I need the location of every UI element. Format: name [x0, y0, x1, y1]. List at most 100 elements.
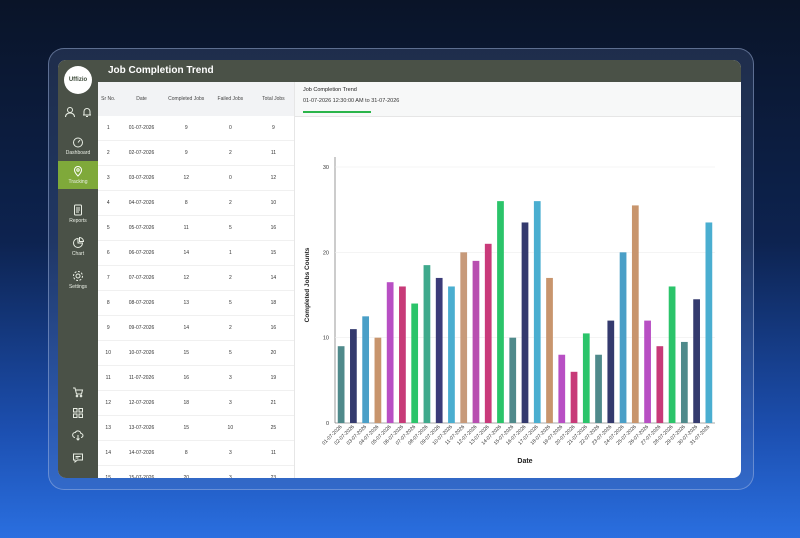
chart-bar [680, 341, 688, 423]
sidebar-item-chart[interactable]: Chart [58, 237, 98, 257]
cell-sr-no: 8 [98, 290, 119, 316]
chart-bar [435, 277, 443, 423]
x-axis-label: Date [517, 458, 532, 465]
cell-date: 02-07-2026 [118, 140, 165, 166]
cell-completed-jobs: 9 [164, 140, 208, 166]
table-row[interactable]: 3 03-07-2026 12 0 12 [98, 165, 294, 191]
cell-sr-no: 10 [98, 340, 119, 366]
logo-text: Uffizio [68, 77, 88, 83]
cell-failed-jobs: 0 [207, 116, 253, 141]
column-header-failed-jobs[interactable]: Failed Jobs [207, 82, 253, 116]
cell-failed-jobs: 5 [207, 290, 253, 316]
table-row[interactable]: 11 11-07-2026 16 3 19 [98, 365, 294, 391]
cell-completed-jobs: 14 [164, 315, 208, 341]
logo[interactable]: Uffizio [64, 66, 92, 94]
cell-date: 10-07-2026 [118, 340, 165, 366]
table-row[interactable]: 14 14-07-2026 8 3 11 [98, 440, 294, 466]
cell-date: 03-07-2026 [118, 165, 165, 191]
cell-date: 08-07-2026 [118, 290, 165, 316]
sidebar-item-tracking[interactable]: Tracking [58, 161, 98, 189]
table-row[interactable]: 10 10-07-2026 15 5 20 [98, 340, 294, 366]
cart-icon[interactable] [72, 386, 84, 398]
chart-bar [619, 252, 627, 423]
table-row[interactable]: 9 09-07-2026 14 2 16 [98, 315, 294, 341]
table-header-row: Sr No. Date Completed Jobs Failed Jobs T… [98, 82, 294, 116]
bell-icon[interactable] [81, 106, 93, 118]
column-header-total-jobs[interactable]: Total Jobs [252, 82, 294, 116]
cell-completed-jobs: 12 [164, 265, 208, 291]
chart-bar [631, 205, 639, 423]
chart-bar [472, 260, 480, 423]
chat-icon[interactable] [72, 452, 84, 464]
table-row[interactable]: 15 15-07-2026 20 3 23 [98, 465, 294, 478]
cell-completed-jobs: 15 [164, 415, 208, 441]
gauge-icon [73, 137, 83, 148]
cloud-download-icon[interactable] [72, 429, 84, 441]
chart-bar [668, 286, 676, 423]
gear-icon [73, 271, 83, 281]
user-icon[interactable] [64, 106, 76, 118]
table-row[interactable]: 4 04-07-2026 8 2 10 [98, 190, 294, 216]
cell-total-jobs: 9 [252, 116, 294, 141]
cell-sr-no: 1 [98, 116, 119, 141]
table-row[interactable]: 6 06-07-2026 14 1 15 [98, 240, 294, 266]
cell-completed-jobs: 11 [164, 215, 208, 241]
cell-total-jobs: 11 [252, 440, 294, 466]
chart-bar [497, 201, 504, 423]
cell-date: 09-07-2026 [118, 315, 165, 341]
chart-bar [362, 316, 370, 423]
column-header-date[interactable]: Date [118, 82, 165, 116]
location-pin-icon [73, 166, 83, 177]
cell-date: 14-07-2026 [118, 440, 165, 466]
cell-date: 05-07-2026 [118, 215, 165, 241]
cell-failed-jobs: 1 [207, 240, 253, 266]
sidebar-item-settings[interactable]: Settings [58, 270, 98, 290]
cell-date: 07-07-2026 [118, 265, 165, 291]
table-row[interactable]: 1 01-07-2026 9 0 9 [98, 116, 294, 141]
cell-total-jobs: 16 [252, 315, 294, 341]
cell-completed-jobs: 9 [164, 116, 208, 141]
cell-completed-jobs: 18 [164, 390, 208, 416]
chart-bar [374, 337, 382, 423]
chart-bar [705, 222, 713, 423]
table-row[interactable]: 5 05-07-2026 11 5 16 [98, 215, 294, 241]
cell-sr-no: 12 [98, 390, 119, 416]
chart-bar [607, 320, 615, 423]
cell-date: 04-07-2026 [118, 190, 165, 216]
cell-date: 06-07-2026 [118, 240, 165, 266]
column-header-completed-jobs[interactable]: Completed Jobs [164, 82, 208, 116]
cell-total-jobs: 25 [252, 415, 294, 441]
chart-bar [595, 354, 602, 423]
grid-icon[interactable] [72, 407, 84, 419]
date-range[interactable]: 01-07-2026 12:30:00 AM to 31-07-2026 [303, 98, 400, 104]
cell-failed-jobs: 2 [207, 315, 253, 341]
chart-bar [484, 243, 492, 423]
cell-total-jobs: 20 [252, 340, 294, 366]
table-body: 1 01-07-2026 9 0 9 2 02-07-2026 9 2 11 3 03-07-2026… [98, 116, 294, 478]
column-header-sr-no[interactable]: Sr No. [98, 82, 119, 116]
sidebar-item-dashboard[interactable]: Dashboard [58, 136, 98, 156]
table-row[interactable]: 12 12-07-2026 18 3 21 [98, 390, 294, 416]
table-row[interactable]: 7 07-07-2026 12 2 14 [98, 265, 294, 291]
cell-completed-jobs: 8 [164, 440, 208, 466]
bar-chart: 010203001-07-202602-07-202603-07-202604-… [304, 157, 715, 465]
table-row[interactable]: 8 08-07-2026 13 5 18 [98, 290, 294, 316]
cell-total-jobs: 15 [252, 240, 294, 266]
sidebar-item-reports[interactable]: Reports [58, 204, 98, 224]
cell-failed-jobs: 2 [207, 190, 253, 216]
sidebar-item-label: Tracking [68, 179, 88, 185]
cell-failed-jobs: 3 [207, 465, 253, 478]
chart-bar [533, 201, 541, 423]
cell-failed-jobs: 3 [207, 390, 253, 416]
y-tick-label: 30 [323, 165, 329, 171]
cell-completed-jobs: 12 [164, 165, 208, 191]
chart-bar [386, 282, 394, 423]
cell-sr-no: 9 [98, 315, 119, 341]
table-row[interactable]: 13 13-07-2026 15 10 25 [98, 415, 294, 441]
chart-bar [411, 303, 419, 423]
table-row[interactable]: 2 02-07-2026 9 2 11 [98, 140, 294, 166]
jobs-table: Sr No. Date Completed Jobs Failed Jobs T… [98, 82, 295, 478]
cell-failed-jobs: 3 [207, 440, 253, 466]
cell-sr-no: 11 [98, 365, 119, 391]
app-window: Uffizio Dashboard Tracking Reports Chart… [58, 60, 741, 478]
